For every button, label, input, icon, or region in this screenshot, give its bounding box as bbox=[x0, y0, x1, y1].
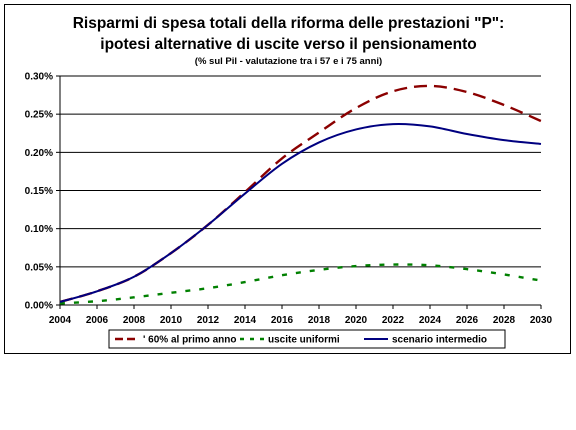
series-line-2 bbox=[59, 122, 542, 303]
y-tick-label: 0.30% bbox=[25, 72, 53, 83]
legend-box bbox=[108, 329, 506, 349]
y-tick-label: 0.00% bbox=[25, 301, 53, 312]
y-tick-label: 0.20% bbox=[25, 148, 53, 159]
legend-label-2: scenario intermedio bbox=[392, 335, 487, 346]
x-tick-label: 2006 bbox=[86, 315, 109, 326]
x-tick-label: 2018 bbox=[308, 315, 331, 326]
x-tick-label: 2028 bbox=[493, 315, 516, 326]
legend-label-0: ' 60% al primo anno bbox=[143, 335, 237, 346]
legend-label-1: uscite uniformi bbox=[268, 335, 340, 346]
y-tick-label: 0.10% bbox=[25, 224, 53, 235]
chart-title: Risparmi di spesa totali della riforma d… bbox=[72, 15, 505, 32]
x-tick-label: 2026 bbox=[456, 315, 479, 326]
x-tick-label: 2004 bbox=[49, 315, 72, 326]
line-chart: 0.00% 0.05% 0.10% 0.15% 0.20% 0.25% 0.30% 2004 2… bbox=[25, 72, 553, 349]
chart-title-line2: ipotesi alternative di uscite verso il p… bbox=[100, 36, 477, 53]
series-line-1 bbox=[59, 263, 542, 305]
x-tick-label: 2012 bbox=[197, 315, 220, 326]
x-tick-label: 2010 bbox=[160, 315, 183, 326]
x-tick-label: 2016 bbox=[271, 315, 294, 326]
chart-subtitle: (% sul Pil - valutazione tra i 57 e i 75… bbox=[194, 56, 383, 67]
x-tick-label: 2020 bbox=[345, 315, 368, 326]
y-tick-label: 0.25% bbox=[25, 110, 53, 121]
x-tick-label: 2024 bbox=[419, 315, 442, 326]
y-tick-label: 0.05% bbox=[25, 262, 53, 273]
x-tick-label: 2022 bbox=[382, 315, 405, 326]
x-tick-label: 2030 bbox=[530, 315, 553, 326]
x-tick-label: 2008 bbox=[123, 315, 146, 326]
x-tick-label: 2014 bbox=[234, 315, 257, 326]
chart-frame: Risparmi di spesa totali della riforma d… bbox=[4, 4, 571, 354]
y-tick-label: 0.15% bbox=[25, 186, 53, 197]
